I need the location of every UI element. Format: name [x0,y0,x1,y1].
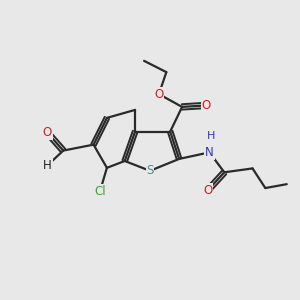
Text: N: N [205,146,214,159]
Text: H: H [207,131,215,141]
Text: S: S [146,164,154,177]
Text: Cl: Cl [94,184,106,197]
Text: O: O [203,184,213,196]
Text: H: H [43,159,52,172]
Text: O: O [154,88,164,100]
Text: O: O [43,126,52,139]
Text: O: O [202,99,211,112]
